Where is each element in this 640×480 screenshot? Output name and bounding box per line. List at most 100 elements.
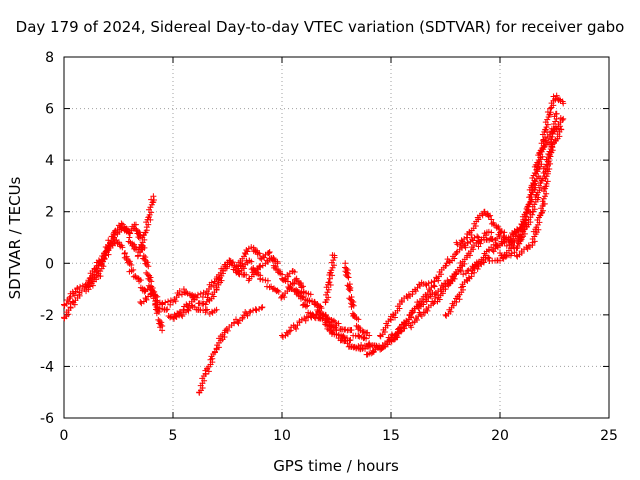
data-point	[140, 252, 147, 259]
data-point	[264, 277, 271, 284]
data-point	[362, 345, 369, 352]
data-point	[366, 332, 373, 339]
data-point	[324, 315, 331, 322]
data-point	[147, 204, 154, 211]
data-point	[274, 260, 281, 267]
y-tick-label: -4	[40, 359, 54, 375]
data-point	[350, 344, 357, 351]
data-point	[347, 336, 354, 343]
data-point	[179, 313, 186, 320]
grid-layer	[64, 57, 609, 418]
data-point	[202, 309, 209, 316]
data-point	[474, 233, 481, 240]
data-point	[388, 337, 394, 344]
data-point	[497, 257, 503, 264]
data-point	[143, 269, 150, 276]
data-point	[442, 311, 449, 318]
data-point	[433, 274, 440, 281]
data-point	[497, 249, 503, 256]
data-point	[503, 242, 510, 249]
data-point	[252, 306, 259, 313]
data-point	[544, 116, 551, 123]
data-point	[302, 317, 309, 324]
data-point	[246, 309, 253, 316]
data-point	[513, 252, 520, 259]
data-point	[302, 303, 309, 310]
series-pass-k	[342, 260, 373, 339]
data-point	[360, 335, 367, 342]
data-point	[154, 293, 161, 300]
data-point	[479, 212, 486, 219]
data-point	[95, 257, 102, 264]
data-point	[465, 274, 472, 281]
x-tick-label: 25	[600, 428, 618, 444]
data-point	[180, 286, 187, 293]
data-point	[323, 284, 330, 291]
tick-layer: 0 5 10 15 20 25 -6 -4 -2 0 2 4 6 8	[40, 50, 618, 444]
data-point	[508, 250, 515, 257]
data-point	[365, 341, 372, 348]
data-point	[112, 227, 119, 234]
data-point	[259, 276, 266, 283]
y-tick-label: 2	[45, 205, 54, 221]
data-point	[539, 198, 546, 205]
data-point	[464, 268, 471, 275]
data-point	[420, 309, 427, 316]
data-point	[540, 195, 547, 202]
data-point	[495, 225, 502, 232]
data-point	[323, 291, 330, 298]
data-point	[183, 301, 190, 308]
data-point	[298, 284, 305, 291]
data-point	[501, 234, 508, 241]
data-point	[165, 298, 172, 305]
data-point	[324, 289, 331, 296]
data-point	[253, 307, 260, 314]
data-point	[369, 347, 376, 354]
data-point	[458, 267, 465, 274]
data-point	[355, 316, 362, 323]
data-point	[268, 256, 275, 263]
data-point	[141, 288, 148, 295]
data-point	[431, 283, 438, 290]
data-point	[430, 282, 437, 289]
data-point	[532, 184, 539, 191]
data-point	[458, 237, 465, 244]
data-point	[146, 206, 153, 213]
data-markers	[61, 92, 567, 396]
series-pass-i	[279, 311, 338, 341]
data-point	[235, 320, 242, 327]
data-point	[167, 301, 174, 308]
data-point	[344, 273, 351, 280]
data-point	[401, 319, 408, 326]
data-point	[542, 183, 549, 190]
x-tick-label: 20	[491, 428, 509, 444]
data-point	[258, 304, 265, 311]
data-point	[170, 298, 176, 305]
data-point	[136, 235, 143, 242]
data-point	[460, 271, 467, 278]
data-point	[363, 329, 370, 336]
series-pass-p	[497, 110, 560, 260]
data-point	[454, 241, 461, 248]
data-point	[149, 199, 156, 206]
data-point	[130, 266, 137, 273]
data-point	[356, 333, 363, 340]
data-point	[183, 289, 190, 296]
data-point	[143, 261, 150, 268]
data-point	[543, 173, 550, 180]
data-point	[150, 193, 157, 200]
data-point	[91, 266, 98, 273]
data-point	[146, 273, 153, 280]
data-point	[550, 120, 557, 127]
data-point	[328, 259, 335, 266]
data-point	[229, 259, 236, 266]
data-point	[117, 224, 124, 231]
data-point	[325, 279, 332, 286]
data-point	[286, 328, 293, 335]
data-point	[543, 124, 550, 131]
data-point	[244, 248, 251, 255]
data-point	[542, 126, 549, 133]
data-point	[261, 254, 268, 261]
data-point	[332, 319, 339, 326]
